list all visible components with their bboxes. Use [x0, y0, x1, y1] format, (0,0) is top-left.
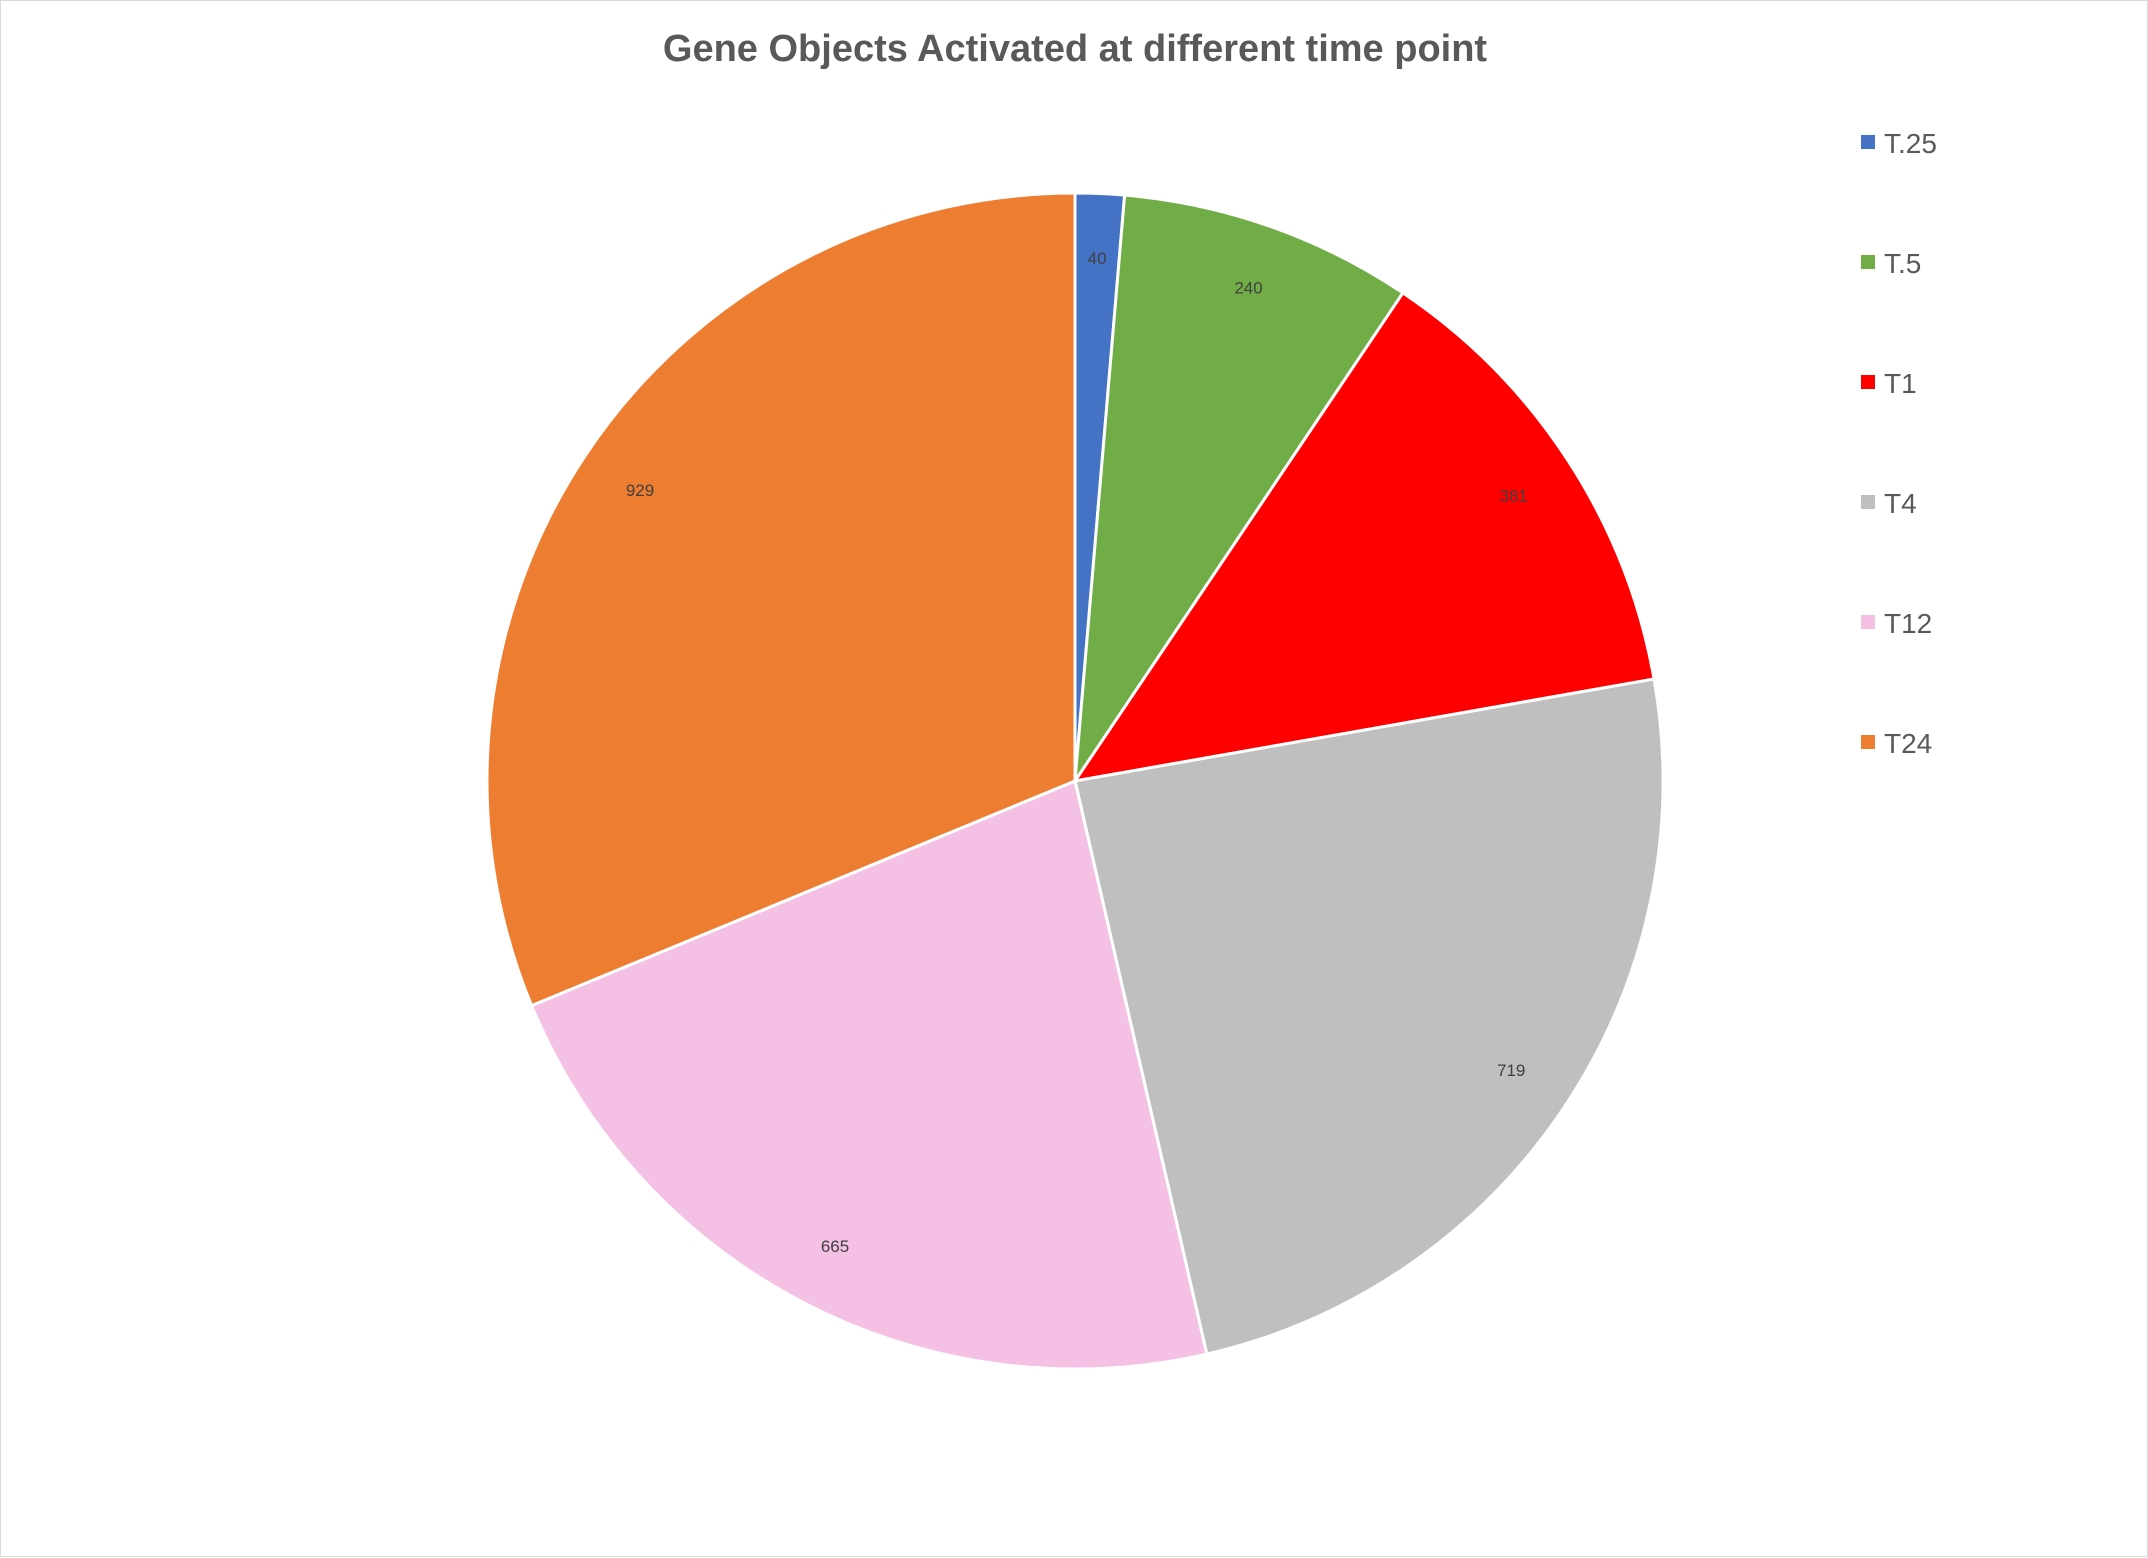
data-label: 240 — [1234, 278, 1262, 297]
pie-slice-t5 — [1073, 193, 1405, 787]
legend: T.25 T.5 T1 T4 T12 T24 — [1861, 128, 1937, 759]
legend-swatch — [1861, 735, 1875, 749]
data-label: 719 — [1497, 1061, 1525, 1080]
legend-entry: T1 — [1884, 368, 1917, 399]
data-labels: 40 240 381 719 665 929 — [626, 249, 1528, 1256]
legend-swatch — [1861, 375, 1875, 389]
legend-entry: T12 — [1884, 608, 1932, 639]
pie-slice-t1 — [1071, 290, 1656, 784]
data-label: 381 — [1500, 487, 1528, 506]
pie-slice-t12 — [529, 778, 1209, 1371]
pie-slices — [485, 191, 1665, 1371]
data-label: 40 — [1088, 249, 1107, 268]
pie-slice-t4 — [1073, 677, 1665, 1356]
legend-swatch — [1861, 495, 1875, 509]
legend-entry: T.5 — [1884, 248, 1921, 279]
legend-swatch — [1861, 615, 1875, 629]
legend-entry: T4 — [1884, 488, 1917, 519]
legend-entry: T.25 — [1884, 128, 1937, 159]
legend-entry: T24 — [1884, 728, 1932, 759]
legend-swatch — [1861, 135, 1875, 149]
legend-swatch — [1861, 255, 1875, 269]
data-label: 665 — [821, 1237, 849, 1256]
pie-slice-t24 — [485, 191, 1077, 1008]
chart-title: Gene Objects Activated at different time… — [663, 28, 1488, 70]
data-label: 929 — [626, 481, 654, 500]
